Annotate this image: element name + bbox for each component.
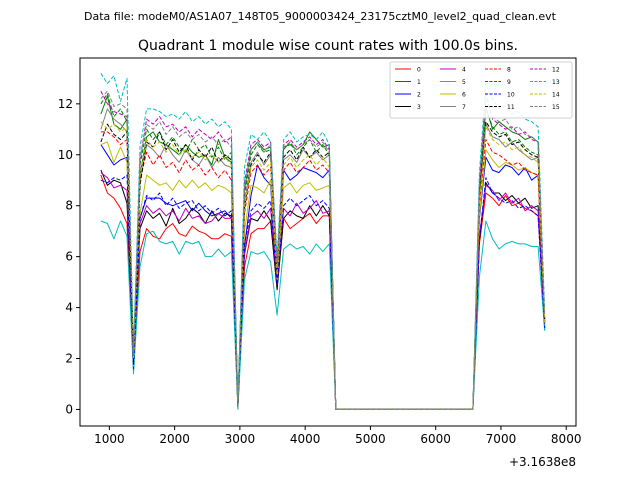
x-tick-label: 3000 <box>225 432 256 446</box>
legend-label-3: 3 <box>417 104 421 111</box>
y-tick-label: 8 <box>65 199 73 213</box>
series-line-8 <box>100 131 546 410</box>
legend-label-12: 12 <box>552 67 560 74</box>
legend-label-2: 2 <box>417 92 421 99</box>
axis-layer: 1000 2000 3000 4000 5000 6000 7000 8000 0 2 4 6 8 10 1… <box>58 97 582 446</box>
x-tick-label: 4000 <box>290 432 321 446</box>
y-tick-label: 6 <box>65 250 73 264</box>
legend-label-13: 13 <box>552 79 560 86</box>
legend-label-4: 4 <box>462 67 466 74</box>
series-line-15 <box>100 90 546 410</box>
x-tick-label: 5000 <box>355 432 386 446</box>
legend-label-15: 15 <box>552 104 560 111</box>
x-tick-label: 2000 <box>159 432 190 446</box>
legend-label-0: 0 <box>417 67 421 74</box>
legend-label-9: 9 <box>507 79 511 86</box>
data-file-label: Data file: modeM0/AS1A07_148T05_90000034… <box>84 10 557 23</box>
chart-title: Quadrant 1 module wise count rates with … <box>138 38 518 54</box>
plot-frame <box>79 57 577 427</box>
x-offset-label: +3.1638e8 <box>509 455 576 469</box>
legend-label-10: 10 <box>507 92 515 99</box>
series-line-13 <box>100 73 546 410</box>
x-tick-label: 8000 <box>551 432 582 446</box>
legend-label-8: 8 <box>507 67 511 74</box>
x-tick-label: 1000 <box>94 432 125 446</box>
legend-label-7: 7 <box>462 104 466 111</box>
x-tick-label: 7000 <box>486 432 517 446</box>
legend-label-1: 1 <box>417 79 421 86</box>
y-tick-label: 2 <box>65 352 73 366</box>
y-tick-label: 10 <box>58 148 73 162</box>
legend-label-5: 5 <box>462 79 466 86</box>
legend-label-11: 11 <box>507 104 515 111</box>
x-tick-label: 6000 <box>420 432 451 446</box>
y-tick-label: 4 <box>65 301 73 315</box>
legend-box <box>389 61 573 119</box>
y-tick-label: 12 <box>58 97 73 111</box>
legend-label-6: 6 <box>462 92 466 99</box>
series-layer <box>100 73 546 410</box>
series-line-4 <box>100 172 546 410</box>
y-tick-label: 0 <box>65 402 73 416</box>
legend-label-14: 14 <box>552 92 560 99</box>
